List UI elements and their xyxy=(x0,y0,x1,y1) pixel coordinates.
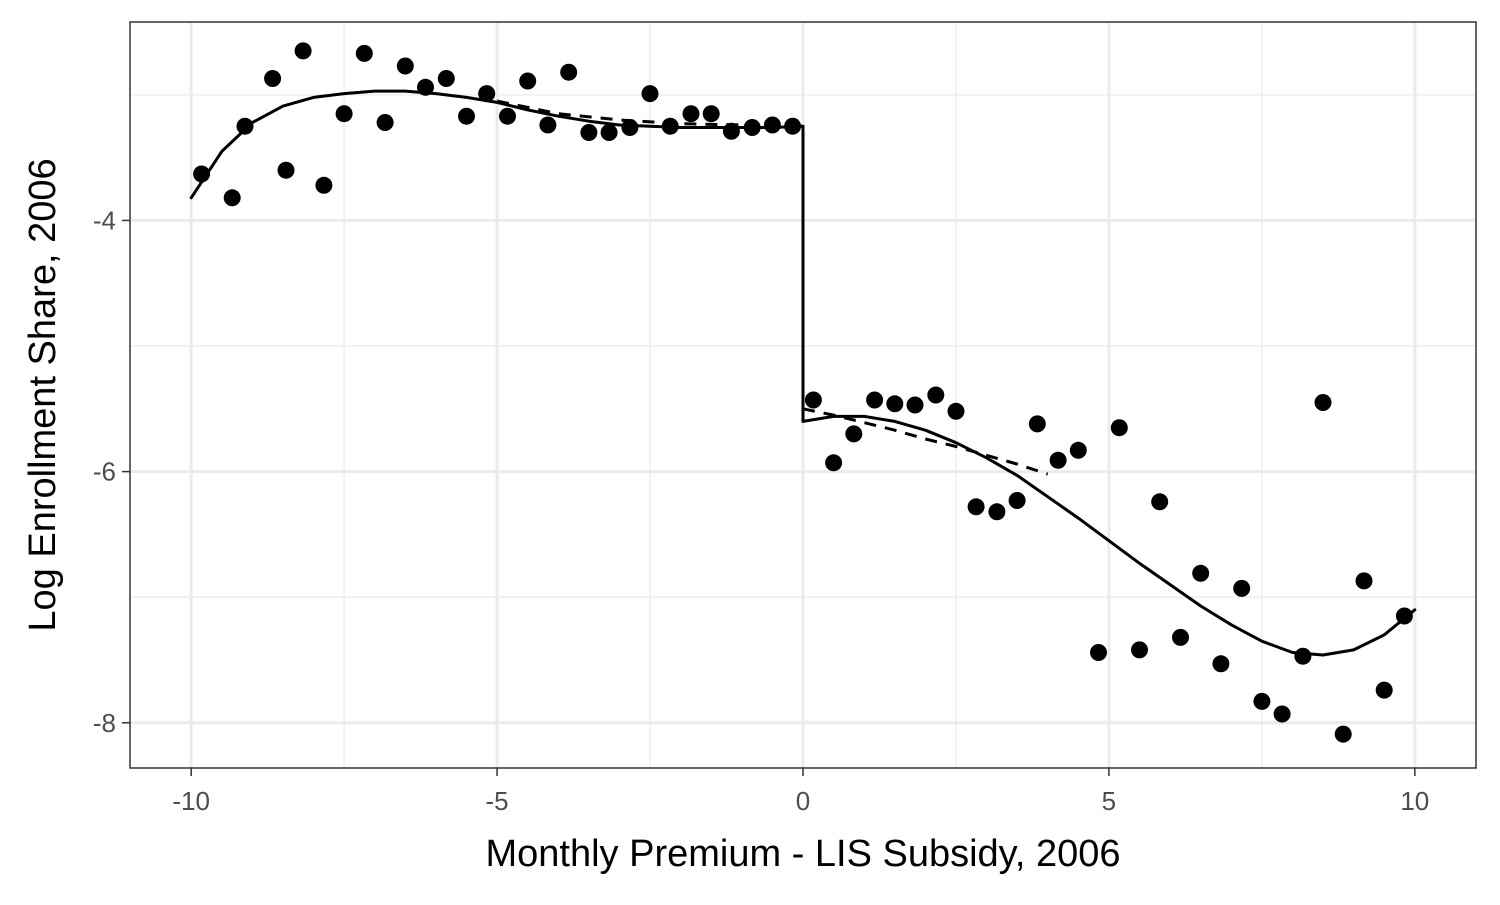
data-point xyxy=(1355,572,1373,590)
data-point xyxy=(236,117,254,135)
data-point xyxy=(947,402,965,420)
data-point xyxy=(580,124,598,141)
data-point xyxy=(621,119,639,136)
data-point xyxy=(641,85,659,103)
data-point xyxy=(1233,579,1251,597)
data-point xyxy=(682,105,700,123)
data-point xyxy=(1334,725,1352,743)
data-point xyxy=(1049,451,1067,469)
y-tick-label: -4 xyxy=(93,205,116,235)
dashed-fit-line xyxy=(802,407,1049,476)
data-point xyxy=(1273,705,1291,723)
y-tick-label: -8 xyxy=(93,708,116,738)
data-point xyxy=(1028,415,1046,433)
data-point xyxy=(264,70,282,87)
x-tick-label: -10 xyxy=(172,786,210,816)
data-point xyxy=(1395,607,1413,625)
data-point xyxy=(1192,564,1210,582)
data-point xyxy=(560,63,578,81)
x-tick-label: 0 xyxy=(796,786,810,816)
data-point xyxy=(1069,441,1087,459)
data-point xyxy=(1212,655,1230,673)
y-axis-ticks: -8 -6 -4 xyxy=(93,205,130,738)
data-point xyxy=(539,116,557,134)
y-axis-title: Log Enrollment Share, 2006 xyxy=(22,158,64,631)
data-point xyxy=(193,165,211,183)
data-point xyxy=(376,114,394,131)
data-point xyxy=(743,119,761,136)
data-point xyxy=(702,105,720,123)
x-tick-label: 5 xyxy=(1102,786,1116,816)
data-point xyxy=(1110,419,1128,437)
data-point xyxy=(1090,644,1107,661)
data-point xyxy=(1314,394,1332,411)
data-point xyxy=(417,78,434,96)
data-point xyxy=(223,189,241,207)
data-point xyxy=(661,117,679,135)
data-point xyxy=(967,498,985,516)
data-point xyxy=(1008,492,1026,509)
data-point xyxy=(988,503,1006,521)
data-point xyxy=(519,72,537,90)
data-point xyxy=(396,57,414,75)
data-point xyxy=(1172,628,1189,646)
data-point xyxy=(1253,692,1271,710)
data-point xyxy=(1375,681,1393,699)
x-tick-label: 10 xyxy=(1400,786,1429,816)
data-point xyxy=(763,116,781,134)
data-point xyxy=(784,117,802,135)
x-axis-ticks: -10 -5 0 5 10 xyxy=(172,768,1429,816)
data-point xyxy=(355,44,373,62)
data-point xyxy=(315,176,333,194)
data-point xyxy=(600,124,618,141)
data-point xyxy=(804,391,822,409)
data-point xyxy=(1151,493,1169,511)
data-point xyxy=(927,386,945,404)
data-point xyxy=(866,391,884,409)
data-point xyxy=(335,105,353,123)
data-points xyxy=(193,42,1413,743)
x-axis-title: Monthly Premium - LIS Subsidy, 2006 xyxy=(485,833,1120,875)
data-point xyxy=(437,70,455,87)
data-point xyxy=(722,122,740,140)
data-point xyxy=(825,454,843,472)
y-tick-label: -6 xyxy=(93,457,116,487)
data-point xyxy=(845,425,863,443)
data-point xyxy=(294,42,312,60)
data-point xyxy=(1294,647,1312,665)
data-point xyxy=(886,395,904,413)
data-point xyxy=(499,107,516,125)
data-point xyxy=(277,161,295,179)
solid-fit-line xyxy=(801,414,1417,657)
data-point xyxy=(478,85,496,103)
data-point xyxy=(906,396,924,414)
x-tick-label: -5 xyxy=(486,786,509,816)
data-point xyxy=(1131,641,1148,659)
data-point xyxy=(458,107,475,125)
